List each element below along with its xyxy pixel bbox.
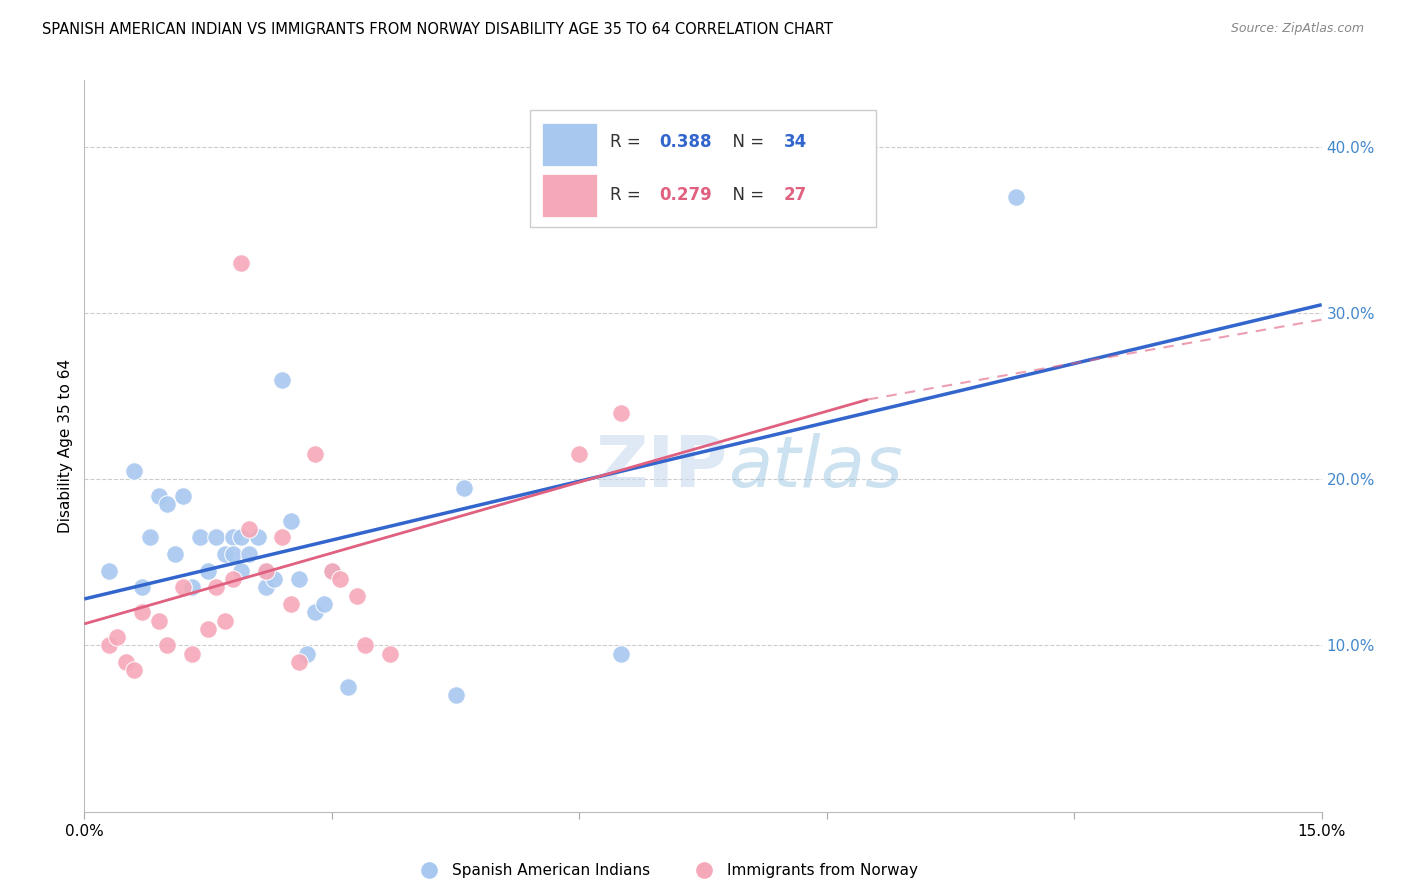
- Point: [280, 597, 302, 611]
- Point: [329, 572, 352, 586]
- Point: [205, 580, 228, 594]
- Point: [1005, 189, 1028, 203]
- Point: [214, 614, 236, 628]
- Point: [156, 639, 179, 653]
- Point: [304, 605, 326, 619]
- Point: [263, 572, 285, 586]
- Point: [609, 406, 631, 420]
- Text: Source: ZipAtlas.com: Source: ZipAtlas.com: [1230, 22, 1364, 36]
- Point: [378, 647, 401, 661]
- FancyBboxPatch shape: [543, 123, 596, 166]
- Point: [197, 622, 219, 636]
- Point: [222, 547, 245, 561]
- Point: [222, 530, 245, 544]
- Point: [229, 564, 252, 578]
- Point: [172, 489, 194, 503]
- Point: [188, 530, 211, 544]
- Point: [271, 530, 294, 544]
- Point: [139, 530, 162, 544]
- Point: [321, 564, 343, 578]
- Point: [105, 630, 128, 644]
- FancyBboxPatch shape: [530, 110, 876, 227]
- Text: R =: R =: [610, 186, 647, 204]
- Text: N =: N =: [721, 134, 769, 152]
- Point: [238, 547, 260, 561]
- Point: [131, 580, 153, 594]
- Text: 0.279: 0.279: [659, 186, 713, 204]
- Point: [148, 489, 170, 503]
- Point: [280, 514, 302, 528]
- Text: R =: R =: [610, 134, 647, 152]
- Point: [98, 639, 121, 653]
- Point: [346, 589, 368, 603]
- Point: [148, 614, 170, 628]
- Text: 0.388: 0.388: [659, 134, 713, 152]
- Point: [304, 447, 326, 461]
- Point: [254, 564, 277, 578]
- Point: [444, 689, 467, 703]
- Point: [254, 580, 277, 594]
- Point: [165, 547, 187, 561]
- Point: [568, 447, 591, 461]
- Point: [180, 580, 202, 594]
- Point: [156, 497, 179, 511]
- Point: [453, 481, 475, 495]
- Point: [321, 564, 343, 578]
- Point: [122, 664, 145, 678]
- Point: [295, 647, 318, 661]
- Point: [197, 564, 219, 578]
- Text: ZIP: ZIP: [596, 434, 728, 502]
- Point: [131, 605, 153, 619]
- Legend: Spanish American Indians, Immigrants from Norway: Spanish American Indians, Immigrants fro…: [408, 857, 924, 885]
- Text: 34: 34: [783, 134, 807, 152]
- Point: [180, 647, 202, 661]
- Point: [609, 647, 631, 661]
- Point: [271, 372, 294, 386]
- Point: [172, 580, 194, 594]
- Point: [353, 639, 375, 653]
- Text: atlas: atlas: [728, 434, 903, 502]
- Point: [205, 530, 228, 544]
- Point: [246, 530, 269, 544]
- Point: [229, 530, 252, 544]
- Text: 27: 27: [783, 186, 807, 204]
- Point: [114, 655, 136, 669]
- Point: [98, 564, 121, 578]
- FancyBboxPatch shape: [543, 174, 596, 217]
- Point: [312, 597, 335, 611]
- Text: N =: N =: [721, 186, 769, 204]
- Y-axis label: Disability Age 35 to 64: Disability Age 35 to 64: [58, 359, 73, 533]
- Point: [254, 564, 277, 578]
- Point: [288, 572, 311, 586]
- Text: SPANISH AMERICAN INDIAN VS IMMIGRANTS FROM NORWAY DISABILITY AGE 35 TO 64 CORREL: SPANISH AMERICAN INDIAN VS IMMIGRANTS FR…: [42, 22, 832, 37]
- Point: [214, 547, 236, 561]
- Point: [238, 522, 260, 536]
- Point: [288, 655, 311, 669]
- Point: [122, 464, 145, 478]
- Point: [337, 680, 360, 694]
- Point: [229, 256, 252, 270]
- Point: [222, 572, 245, 586]
